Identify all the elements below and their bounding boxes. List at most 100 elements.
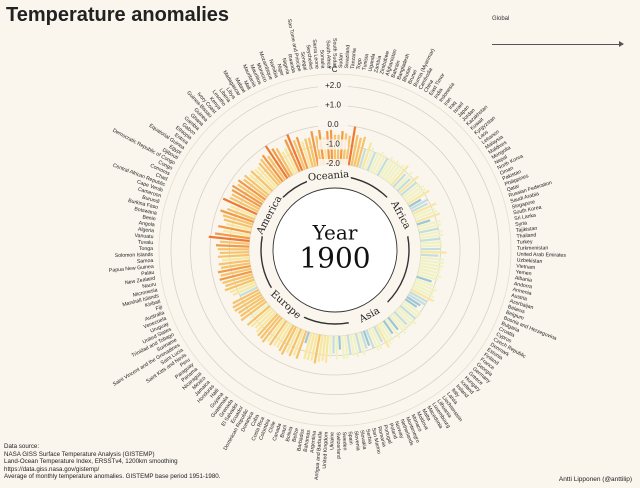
country-label: Andorra	[513, 281, 532, 290]
bar-new-zealand	[220, 262, 251, 269]
bar-solomon-islands	[219, 251, 250, 255]
bar-luxembourg	[380, 321, 394, 342]
country-label: Seychelles	[305, 44, 314, 70]
bar-portugal	[357, 332, 367, 356]
bar-djibouti	[231, 189, 262, 208]
bar-antigua-and-barbuda	[324, 335, 330, 364]
bar-indonesia	[383, 160, 400, 181]
country-label: Barbados	[296, 428, 306, 451]
bar-ireland	[391, 313, 408, 331]
country-label: Samoa	[137, 258, 154, 265]
bar-georgia	[401, 302, 420, 318]
country-label: Peru	[179, 357, 191, 368]
country-label: Bolivia	[285, 426, 295, 442]
bar-democratic-republic-of-congo	[231, 193, 260, 211]
bar-venezuela	[229, 281, 256, 294]
bar-congo	[229, 196, 259, 213]
source-line: NASA GISS Surface Temperature Analysis (…	[4, 450, 155, 458]
bar-moldova	[373, 326, 384, 343]
bar-botswana	[218, 224, 251, 234]
country-label: Belize	[291, 427, 300, 442]
bar-slovakia	[346, 334, 352, 355]
bar-romania	[354, 333, 362, 353]
country-label: Palau	[141, 270, 155, 278]
bar-azerbaijan	[417, 273, 439, 282]
country-label: Nepal	[494, 154, 509, 166]
bar-united-kingdom	[328, 335, 332, 358]
bar-chile	[295, 330, 308, 359]
global-label: Global	[492, 16, 510, 22]
global-arrow-icon	[492, 41, 624, 47]
country-label: Serbia	[364, 429, 373, 445]
bar-estonia	[406, 295, 421, 307]
bar-north-korea	[411, 202, 429, 213]
scale-tick-label: -2.0	[326, 159, 340, 168]
bar-china	[376, 157, 389, 176]
bar-uganda	[350, 134, 359, 166]
bar-belarus	[416, 275, 432, 283]
bar-austria	[418, 270, 442, 279]
country-label: Rwanda	[286, 54, 296, 74]
country-label: United Arab Emirates	[517, 252, 567, 259]
source-line: Data source:	[4, 443, 40, 450]
bar-panama	[246, 305, 271, 326]
bar-bangladesh	[364, 147, 375, 170]
bar-belize	[310, 333, 319, 362]
bar-namibia	[295, 136, 309, 169]
bar-denmark	[408, 293, 426, 306]
country-label: Canada	[272, 423, 283, 442]
bar-saint-kitts-and-nevis	[240, 298, 266, 318]
bar-eritrea	[237, 179, 266, 201]
bar-greece	[397, 307, 417, 325]
bar-philippines	[414, 209, 438, 221]
bar-belgium	[415, 278, 437, 288]
bar-pakistan	[413, 207, 435, 218]
country-label: Sudan	[338, 53, 344, 68]
bar-sao-tome-and-principe	[310, 131, 320, 166]
country-label: Iran	[443, 96, 453, 107]
bar-kazakhstan	[396, 178, 411, 192]
bar-dominican-republic	[278, 324, 295, 352]
bar-nigeria	[304, 138, 314, 168]
bar-vietnam	[420, 256, 445, 261]
bar-lithuania	[382, 320, 394, 335]
country-label: Vietnam	[516, 263, 535, 271]
bar-bhutan	[366, 151, 377, 171]
bar-lebanon	[403, 184, 425, 201]
bar-morocco	[286, 134, 304, 171]
country-label: Uganda	[368, 53, 377, 72]
bar-bahamas	[317, 334, 324, 363]
region-label-bg	[265, 285, 306, 325]
scale-tick-bg	[318, 139, 348, 150]
country-label: Slovakia	[358, 430, 367, 450]
bar-united-arab-emirates	[420, 250, 447, 254]
country-label: Thailand	[516, 232, 536, 239]
bar-equatorial-guinea	[237, 183, 265, 203]
page-title: Temperature anomalies	[6, 4, 230, 26]
scale-tick-label: -1.0	[326, 140, 340, 149]
bar-malta	[375, 324, 390, 348]
bar-sri-lanka	[419, 230, 443, 237]
bar-guinea	[254, 168, 276, 190]
country-label: Zimbabwe	[379, 50, 391, 75]
bar-bulgaria	[413, 283, 434, 295]
country-label: Antigua and Barbuda	[314, 431, 324, 480]
country-label: Tonga	[139, 246, 153, 252]
bar-italy	[389, 315, 407, 335]
bar-paraguay	[249, 302, 269, 320]
bar-ethiopia	[243, 178, 268, 199]
bar-argentina	[321, 335, 327, 361]
country-label: Austria	[510, 293, 527, 303]
global-legend: Global	[490, 14, 630, 54]
bar-germany	[399, 305, 416, 320]
bar-gabon	[243, 174, 270, 197]
bar-latvia	[387, 316, 399, 331]
bar-ecuador	[276, 323, 293, 348]
country-label: Singapore	[511, 199, 536, 210]
country-label: Nigeria	[280, 58, 290, 76]
country-label: Malta	[420, 408, 431, 422]
bar-mauritania	[284, 147, 299, 174]
bar-tunisia	[347, 126, 357, 166]
bar-libya	[264, 145, 289, 180]
source-line: Average of monthly temperature anomalies…	[4, 473, 221, 481]
